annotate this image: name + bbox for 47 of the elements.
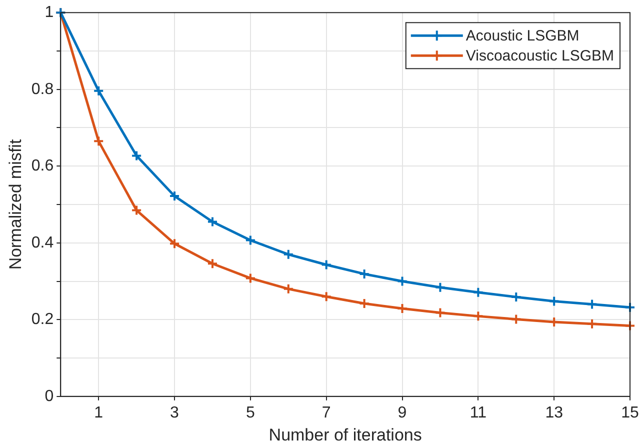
x-tick-label: 13 [545, 404, 564, 422]
point [358, 298, 370, 310]
x-tick-label: 3 [170, 404, 180, 422]
y-tick-label: 0.4 [31, 234, 54, 252]
point [131, 204, 142, 216]
point [510, 314, 522, 325]
point [169, 238, 180, 250]
point [282, 283, 294, 294]
point [358, 268, 370, 280]
point [586, 318, 598, 330]
point [434, 282, 446, 293]
point [624, 320, 636, 332]
point [206, 258, 218, 270]
x-tick-label: 15 [621, 404, 639, 422]
point [244, 234, 256, 246]
point [472, 310, 484, 322]
point [586, 298, 598, 310]
x-tick-label: 9 [398, 404, 407, 422]
point [206, 216, 218, 228]
point [548, 296, 560, 307]
point [396, 276, 408, 287]
y-tick-label: 0 [44, 388, 54, 405]
point [169, 190, 180, 202]
point [244, 272, 256, 284]
y-axis-title: Normalized misfit [6, 139, 25, 270]
point [131, 150, 142, 162]
legend-label: Viscoacoustic LSGBM [466, 48, 614, 65]
point [282, 248, 294, 260]
point [396, 303, 408, 314]
x-tick-label: 5 [246, 404, 255, 422]
y-tick-label: 1 [44, 4, 54, 22]
point [93, 136, 104, 147]
point [624, 302, 636, 313]
y-tick-label: 0.2 [31, 311, 54, 328]
x-tick-label: 7 [322, 404, 331, 422]
y-tick-label: 0.8 [31, 80, 54, 98]
point [320, 291, 332, 302]
x-axis-title: Number of iterations [268, 425, 422, 444]
x-tick-label: 11 [470, 404, 487, 422]
point [93, 85, 104, 96]
point [320, 259, 332, 270]
legend-label: Acoustic LSGBM [466, 28, 580, 45]
point [434, 307, 446, 318]
y-tick-label: 0.6 [31, 158, 54, 175]
x-tick-label: 1 [94, 404, 104, 422]
point [472, 286, 484, 298]
point [510, 291, 522, 302]
